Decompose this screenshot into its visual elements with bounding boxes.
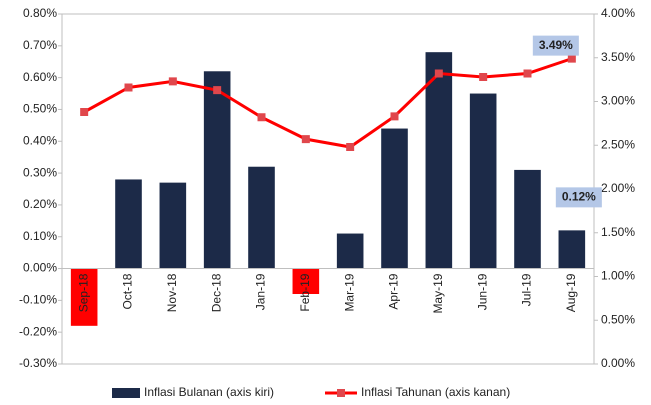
y-tick-label: 0.50% [23,102,57,116]
line-marker [168,77,177,86]
y-tick-label: 0.40% [23,133,57,147]
x-tick-label: Sep-18 [76,273,90,312]
x-tick-label: Aug-19 [564,273,578,312]
line-marker [301,135,310,144]
legend-marker [337,389,345,397]
legend-label: Inflasi Bulanan (axis kiri) [144,385,274,399]
line-marker [434,69,443,78]
y-tick-label: 0.30% [23,165,57,179]
bar [115,179,142,269]
bar [248,166,275,269]
y2-tick-label: 2.50% [601,137,635,151]
bar [514,169,541,269]
bar [336,233,364,269]
y-tick-label: -0.20% [19,324,57,338]
x-tick-label: Jun-19 [475,273,489,310]
x-tick-label: Nov-18 [165,273,179,312]
line-marker [346,143,355,151]
data-label-box [555,187,602,208]
x-tick-label: Oct-18 [121,273,135,309]
bar [425,52,453,269]
bar [292,268,320,294]
x-tick-label: Apr-19 [387,273,401,309]
x-tick-label: Jul-19 [520,273,534,306]
x-tick-label: May-19 [431,273,445,313]
bar [469,93,497,269]
x-tick-label: Feb-19 [298,273,312,311]
bar [558,230,586,269]
y-tick-label: 0.80% [23,6,57,20]
line [83,57,573,149]
line-marker [124,83,133,92]
line-marker [80,108,89,116]
line-marker [213,86,222,95]
y-tick-label: 0.60% [23,70,57,84]
y2-tick-label: 3.50% [601,50,635,64]
line-marker [390,112,399,121]
data-label: 3.49% [539,38,573,52]
line-marker [479,73,488,81]
bar [203,71,231,269]
y-tick-label: 0.00% [23,261,57,275]
y-tick-label: 0.10% [23,229,57,243]
bar [381,128,408,269]
bar [70,268,98,326]
legend-swatch [112,388,140,398]
x-tick-label: Jan-19 [254,273,268,310]
y2-tick-label: 4.00% [601,6,635,20]
y2-tick-label: 2.00% [601,181,635,195]
y-tick-label: -0.30% [19,356,57,370]
data-label-box [532,35,579,56]
bar [159,182,187,269]
y2-tick-label: 1.00% [601,269,635,283]
x-tick-label: Dec-18 [209,273,223,312]
data-label: 0.12% [562,190,596,204]
line-marker [523,69,532,78]
line-marker [567,54,576,63]
y-tick-label: -0.10% [19,293,57,307]
y-tick-label: 0.70% [23,38,57,52]
y2-tick-label: 0.50% [601,312,635,326]
x-tick-label: Mar-19 [342,273,356,311]
y-tick-label: 0.20% [23,197,57,211]
y2-tick-label: 1.50% [601,225,635,239]
line-marker [257,113,266,122]
y2-tick-label: 0.00% [601,356,635,370]
y2-tick-label: 3.00% [601,94,635,108]
legend-label: Inflasi Tahunan (axis kanan) [361,385,510,399]
